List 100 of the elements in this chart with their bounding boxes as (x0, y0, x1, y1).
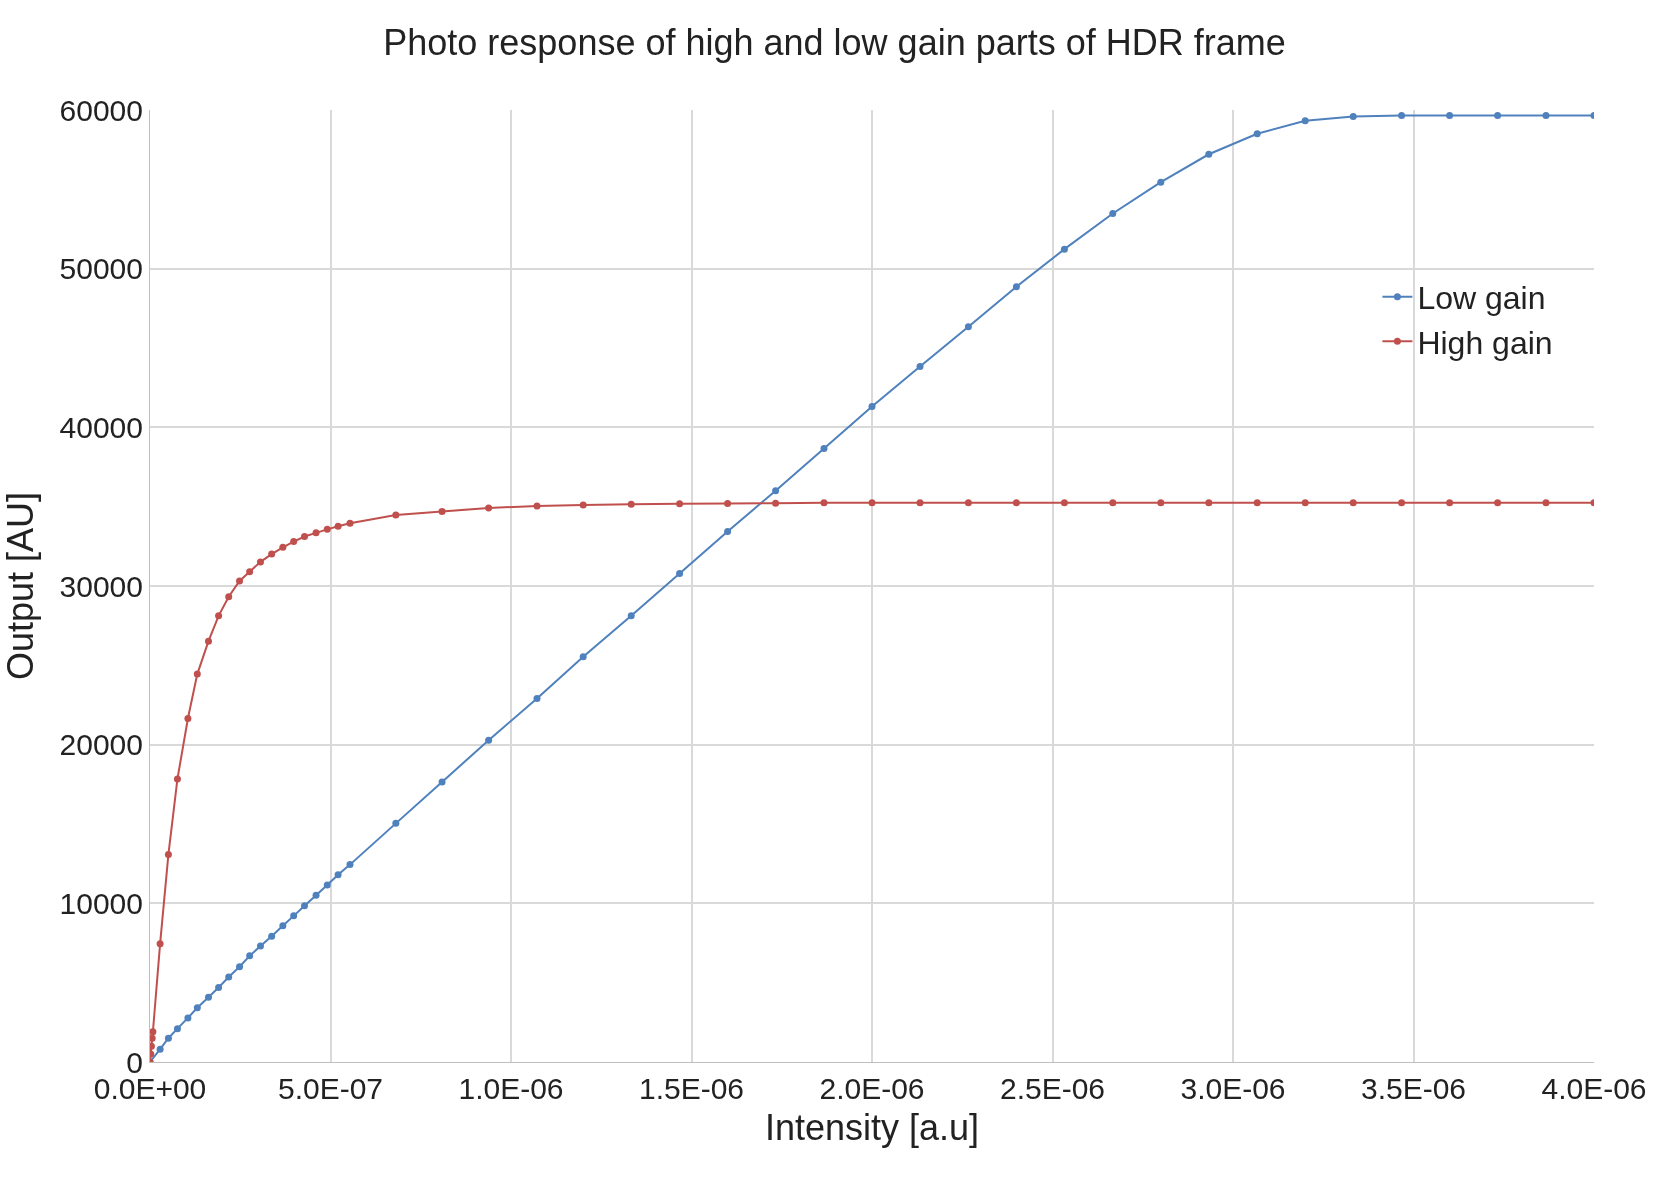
point (1398, 111, 1406, 119)
point (346, 519, 354, 527)
point (1157, 499, 1165, 507)
point (533, 694, 541, 702)
point (1349, 499, 1357, 507)
point (627, 612, 635, 620)
point (346, 861, 354, 869)
point (1253, 130, 1261, 138)
point (301, 533, 309, 540)
point (1349, 113, 1357, 121)
point (290, 538, 298, 546)
point (323, 525, 331, 533)
point (1205, 150, 1213, 158)
point (724, 499, 732, 507)
point (964, 323, 972, 331)
point (438, 507, 446, 515)
point (1494, 499, 1502, 507)
point (916, 499, 924, 507)
point (1012, 283, 1020, 291)
point (204, 993, 212, 1001)
y-tick-label: 10000 (59, 886, 143, 920)
chart-title: Photo response of high and low gain parts of HDR frame (383, 21, 1286, 63)
point (173, 1025, 181, 1033)
point (334, 522, 342, 530)
point (150, 1034, 156, 1042)
point (246, 952, 254, 960)
point (236, 963, 244, 971)
point (579, 653, 587, 661)
x-tick-label: 2.0E-06 (819, 1072, 925, 1105)
legend-label: High gain (1417, 324, 1553, 361)
x-tick-label: 1.5E-06 (638, 1072, 745, 1105)
point (215, 983, 223, 991)
point (290, 912, 298, 920)
point (334, 871, 342, 879)
point (268, 932, 276, 940)
point (225, 593, 233, 601)
point (964, 499, 972, 507)
point (1301, 499, 1309, 507)
point (1060, 245, 1068, 253)
point (1494, 111, 1502, 119)
point (772, 487, 780, 495)
point (820, 499, 828, 507)
x-tick-label: 3.5E-06 (1360, 1072, 1467, 1105)
point (156, 940, 164, 948)
point (1446, 499, 1454, 507)
y-axis-title: Output [AU] (0, 491, 41, 681)
point (1157, 178, 1165, 186)
point (184, 714, 192, 722)
point (676, 500, 684, 508)
x-tick-label: 3.0E-06 (1180, 1072, 1286, 1105)
point (301, 902, 309, 910)
point (164, 850, 172, 858)
point (1542, 111, 1550, 119)
point (676, 570, 684, 578)
point (1109, 499, 1117, 507)
point (215, 612, 223, 620)
point (1012, 499, 1020, 507)
point (279, 922, 287, 930)
point (868, 403, 876, 411)
point (1060, 499, 1068, 507)
point (533, 502, 541, 510)
point (438, 778, 446, 786)
point (1446, 111, 1454, 119)
point (579, 501, 587, 509)
point (1542, 499, 1550, 507)
point (392, 819, 400, 827)
point (772, 499, 780, 507)
legend-label: Low gain (1417, 280, 1546, 317)
point (236, 577, 244, 585)
point (724, 528, 732, 536)
point (268, 550, 276, 558)
point (485, 736, 493, 744)
point (156, 1045, 164, 1053)
point (256, 558, 264, 566)
point (164, 1034, 172, 1042)
point (1253, 499, 1261, 507)
point (150, 1028, 157, 1036)
x-tick-label: 2.5E-06 (999, 1072, 1106, 1105)
x-axis-title: Intensity [a.u] (764, 1106, 980, 1148)
point (256, 942, 264, 950)
point (312, 529, 320, 537)
point (246, 568, 254, 576)
point (204, 637, 212, 645)
x-tick-label: 4.0E-06 (1541, 1072, 1647, 1105)
y-tick-label: 20000 (59, 728, 143, 762)
point (820, 445, 828, 453)
point (225, 973, 233, 981)
point (1301, 117, 1309, 125)
point (193, 1004, 201, 1012)
point (312, 891, 320, 899)
x-tick-label: 1.0E-06 (458, 1072, 564, 1105)
point (868, 499, 876, 507)
point (193, 670, 201, 678)
point (279, 543, 287, 551)
point (173, 775, 181, 783)
line-series (150, 111, 1594, 1062)
point (916, 363, 924, 371)
point (323, 881, 331, 889)
point (1109, 209, 1117, 217)
point (1205, 499, 1213, 507)
